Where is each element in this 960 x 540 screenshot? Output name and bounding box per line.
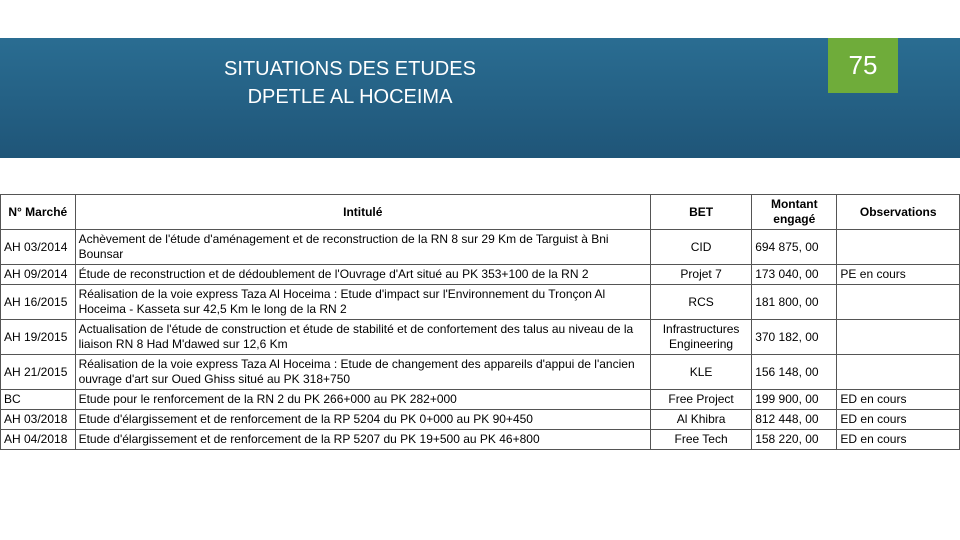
cell-bet: Projet 7	[650, 265, 751, 285]
cell-montant: 812 448, 00	[752, 410, 837, 430]
cell-marche: AH 19/2015	[1, 320, 76, 355]
cell-montant: 199 900, 00	[752, 390, 837, 410]
cell-marche: BC	[1, 390, 76, 410]
cell-bet: KLE	[650, 355, 751, 390]
table-row: AH 03/2014Achèvement de l'étude d'aménag…	[1, 230, 960, 265]
cell-montant: 370 182, 00	[752, 320, 837, 355]
cell-montant: 173 040, 00	[752, 265, 837, 285]
col-header-montant: Montant engagé	[752, 195, 837, 230]
slide-title: SITUATIONS DES ETUDES DPETLE AL HOCEIMA	[0, 55, 700, 111]
table-row: AH 03/2018Etude d'élargissement et de re…	[1, 410, 960, 430]
cell-obs	[837, 320, 960, 355]
cell-intitule: Réalisation de la voie express Taza Al H…	[75, 285, 650, 320]
cell-montant: 158 220, 00	[752, 430, 837, 450]
cell-montant: 694 875, 00	[752, 230, 837, 265]
cell-intitule: Etude pour le renforcement de la RN 2 du…	[75, 390, 650, 410]
cell-intitule: Etude d'élargissement et de renforcement…	[75, 410, 650, 430]
cell-bet: CID	[650, 230, 751, 265]
cell-montant: 156 148, 00	[752, 355, 837, 390]
table-row: AH 16/2015Réalisation de la voie express…	[1, 285, 960, 320]
cell-intitule: Étude de reconstruction et de dédoubleme…	[75, 265, 650, 285]
table-row: AH 19/2015Actualisation de l'étude de co…	[1, 320, 960, 355]
cell-marche: AH 16/2015	[1, 285, 76, 320]
cell-obs: ED en cours	[837, 410, 960, 430]
studies-table-wrap: N° Marché Intitulé BET Montant engagé Ob…	[0, 194, 960, 450]
cell-marche: AH 03/2018	[1, 410, 76, 430]
cell-montant: 181 800, 00	[752, 285, 837, 320]
table-row: BCEtude pour le renforcement de la RN 2 …	[1, 390, 960, 410]
studies-table: N° Marché Intitulé BET Montant engagé Ob…	[0, 194, 960, 450]
col-header-intitule: Intitulé	[75, 195, 650, 230]
cell-obs	[837, 230, 960, 265]
cell-intitule: Actualisation de l'étude de construction…	[75, 320, 650, 355]
table-row: AH 09/2014Étude de reconstruction et de …	[1, 265, 960, 285]
table-row: AH 04/2018Etude d'élargissement et de re…	[1, 430, 960, 450]
cell-bet: Free Project	[650, 390, 751, 410]
cell-intitule: Achèvement de l'étude d'aménagement et d…	[75, 230, 650, 265]
cell-intitule: Réalisation de la voie express Taza Al H…	[75, 355, 650, 390]
table-row: AH 21/2015Réalisation de la voie express…	[1, 355, 960, 390]
cell-bet: Infrastructures Engineering	[650, 320, 751, 355]
cell-bet: Al Khibra	[650, 410, 751, 430]
cell-obs	[837, 285, 960, 320]
page-number: 75	[849, 50, 878, 80]
cell-marche: AH 04/2018	[1, 430, 76, 450]
cell-obs: PE en cours	[837, 265, 960, 285]
page-number-badge: 75	[828, 38, 898, 93]
cell-bet: Free Tech	[650, 430, 751, 450]
cell-bet: RCS	[650, 285, 751, 320]
col-header-obs: Observations	[837, 195, 960, 230]
cell-obs	[837, 355, 960, 390]
col-header-bet: BET	[650, 195, 751, 230]
cell-marche: AH 21/2015	[1, 355, 76, 390]
cell-marche: AH 03/2014	[1, 230, 76, 265]
title-line1: SITUATIONS DES ETUDES	[224, 58, 476, 80]
table-header-row: N° Marché Intitulé BET Montant engagé Ob…	[1, 195, 960, 230]
cell-marche: AH 09/2014	[1, 265, 76, 285]
cell-obs: ED en cours	[837, 430, 960, 450]
cell-intitule: Etude d'élargissement et de renforcement…	[75, 430, 650, 450]
title-line2: DPETLE AL HOCEIMA	[248, 86, 453, 108]
cell-obs: ED en cours	[837, 390, 960, 410]
col-header-marche: N° Marché	[1, 195, 76, 230]
